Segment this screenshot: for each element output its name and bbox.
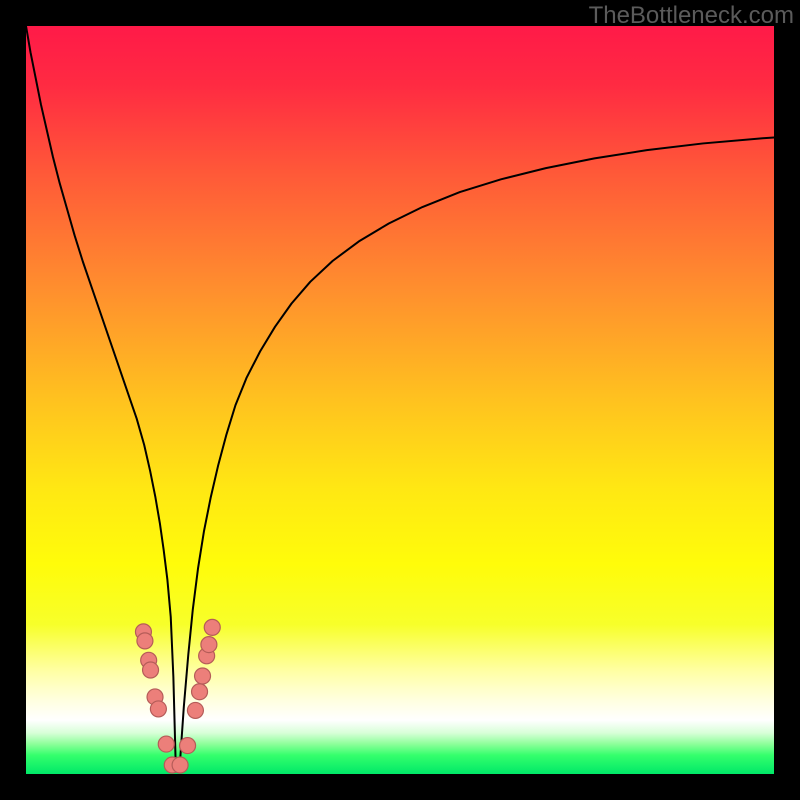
curve-marker xyxy=(143,662,159,678)
curve-marker xyxy=(187,702,203,718)
curve-marker xyxy=(201,637,217,653)
watermark-text: TheBottleneck.com xyxy=(589,2,794,30)
curve-marker xyxy=(137,633,153,649)
chart-frame: TheBottleneck.com xyxy=(0,0,800,800)
chart-plot-area xyxy=(26,26,774,774)
bottleneck-chart xyxy=(0,0,800,800)
curve-marker xyxy=(204,619,220,635)
curve-marker xyxy=(192,684,208,700)
curve-marker xyxy=(158,736,174,752)
curve-marker xyxy=(172,757,188,773)
curve-marker xyxy=(195,668,211,684)
curve-marker xyxy=(180,738,196,754)
curve-marker xyxy=(150,701,166,717)
